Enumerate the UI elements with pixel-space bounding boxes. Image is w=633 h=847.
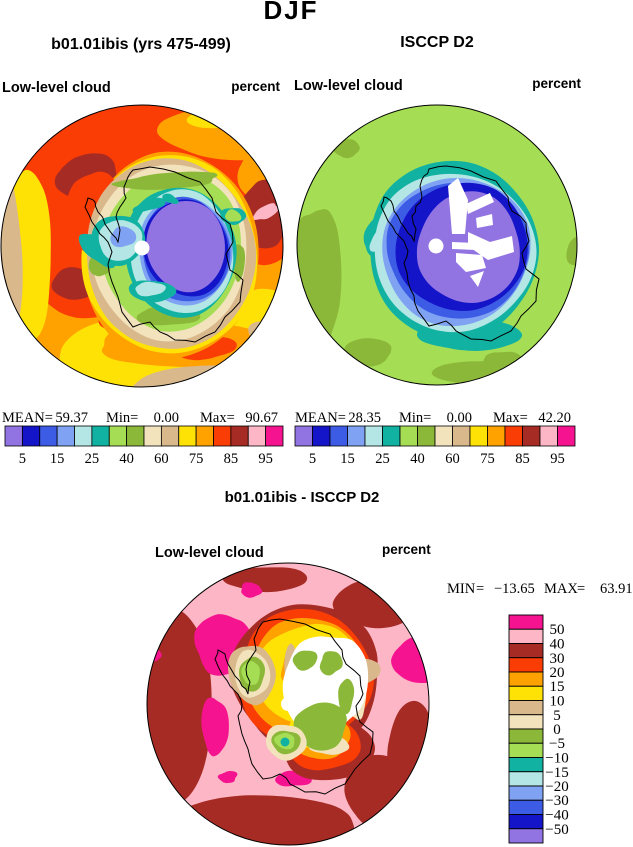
svg-text:=: = bbox=[476, 581, 484, 597]
svg-text:b01.01ibis (yrs 475-499): b01.01ibis (yrs 475-499) bbox=[51, 36, 231, 53]
svg-text:0: 0 bbox=[553, 722, 561, 738]
svg-text:Max=: Max= bbox=[493, 410, 528, 426]
svg-text:40: 40 bbox=[550, 637, 565, 653]
svg-text:90.67: 90.67 bbox=[245, 410, 278, 426]
svg-text:75: 75 bbox=[189, 451, 204, 467]
svg-text:−5: −5 bbox=[549, 736, 565, 752]
svg-text:95: 95 bbox=[550, 451, 565, 467]
svg-text:20: 20 bbox=[550, 665, 565, 681]
svg-text:42.20: 42.20 bbox=[538, 410, 571, 426]
svg-text:40: 40 bbox=[119, 451, 134, 467]
svg-text:Max=: Max= bbox=[200, 410, 235, 426]
svg-text:5: 5 bbox=[309, 451, 316, 467]
svg-text:ISCCP D2: ISCCP D2 bbox=[400, 34, 474, 51]
svg-text:−30: −30 bbox=[545, 793, 568, 809]
svg-text:−13.65: −13.65 bbox=[494, 581, 535, 597]
svg-text:percent: percent bbox=[382, 542, 431, 557]
svg-text:30: 30 bbox=[550, 651, 565, 667]
svg-text:=: = bbox=[577, 581, 585, 597]
svg-text:b01.01ibis - ISCCP D2: b01.01ibis - ISCCP D2 bbox=[225, 489, 380, 506]
svg-text:percent: percent bbox=[532, 76, 581, 91]
svg-text:5: 5 bbox=[553, 708, 561, 724]
svg-text:Low-level cloud: Low-level cloud bbox=[2, 80, 111, 96]
svg-text:15: 15 bbox=[340, 451, 355, 467]
svg-text:63.91: 63.91 bbox=[600, 581, 633, 597]
svg-text:MEAN=: MEAN= bbox=[2, 410, 53, 426]
svg-text:Low-level cloud: Low-level cloud bbox=[294, 78, 403, 94]
svg-text:25: 25 bbox=[85, 451, 100, 467]
svg-text:MEAN=: MEAN= bbox=[295, 410, 346, 426]
svg-text:−20: −20 bbox=[545, 779, 568, 795]
svg-text:−10: −10 bbox=[545, 751, 568, 767]
svg-text:MAX: MAX bbox=[544, 581, 578, 597]
svg-text:85: 85 bbox=[224, 451, 239, 467]
svg-text:59.37: 59.37 bbox=[55, 410, 88, 426]
svg-text:75: 75 bbox=[480, 451, 495, 467]
svg-text:28.35: 28.35 bbox=[348, 410, 381, 426]
svg-text:Low-level cloud: Low-level cloud bbox=[155, 545, 264, 561]
svg-text:60: 60 bbox=[445, 451, 460, 467]
svg-text:5: 5 bbox=[19, 451, 26, 467]
svg-text:60: 60 bbox=[154, 451, 169, 467]
svg-text:DJF: DJF bbox=[263, 0, 318, 25]
svg-text:95: 95 bbox=[258, 451, 273, 467]
svg-text:15: 15 bbox=[50, 451, 65, 467]
svg-text:50: 50 bbox=[550, 622, 565, 638]
svg-text:40: 40 bbox=[410, 451, 425, 467]
svg-text:−15: −15 bbox=[545, 765, 568, 781]
svg-text:MIN: MIN bbox=[447, 581, 476, 597]
svg-text:15: 15 bbox=[550, 679, 565, 695]
svg-text:−40: −40 bbox=[545, 808, 568, 824]
svg-text:Min=: Min= bbox=[399, 410, 431, 426]
svg-text:85: 85 bbox=[515, 451, 530, 467]
svg-text:0.00: 0.00 bbox=[447, 410, 472, 426]
svg-text:0.00: 0.00 bbox=[154, 410, 179, 426]
svg-text:−50: −50 bbox=[545, 822, 568, 838]
svg-text:10: 10 bbox=[550, 694, 565, 710]
svg-text:25: 25 bbox=[375, 451, 390, 467]
svg-text:Min=: Min= bbox=[106, 410, 138, 426]
svg-text:percent: percent bbox=[231, 79, 280, 94]
